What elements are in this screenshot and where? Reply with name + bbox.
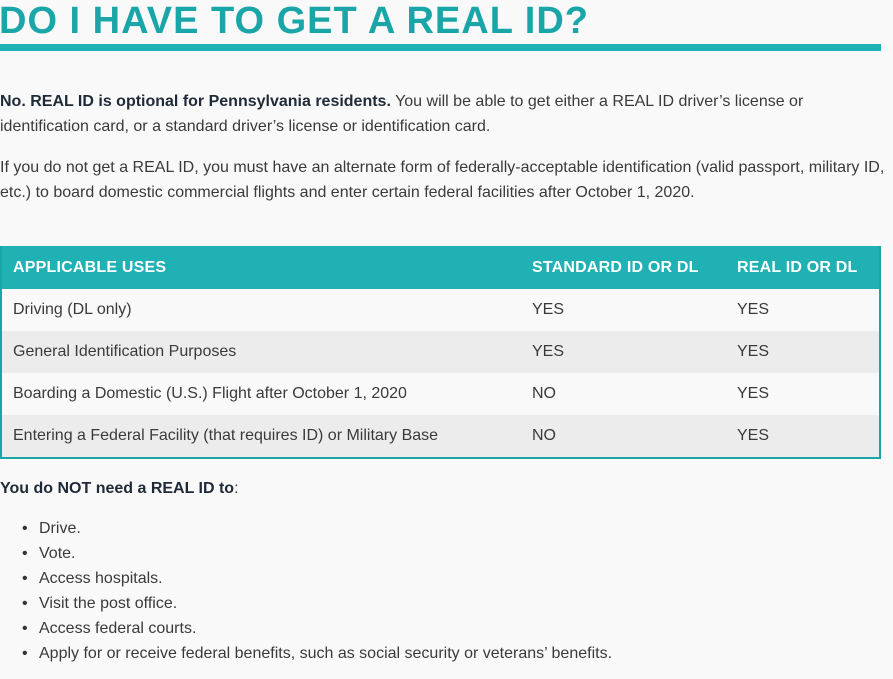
use-cell: General Identification Purposes (13, 343, 237, 360)
not-needed-list: • Drive. • Vote. • Access hospitals. • Visit… (0, 516, 612, 666)
list-item: • Access hospitals. (0, 566, 612, 591)
not-needed-bold-text: You do NOT need a REAL ID to (0, 480, 235, 497)
applicable-uses-table: APPLICABLE USES STANDARD ID OR DL REAL I… (0, 246, 881, 459)
intro-paragraph: No. REAL ID is optional for Pennsylvania… (0, 89, 885, 139)
use-cell: Entering a Federal Facility (that requir… (13, 427, 439, 444)
real-id-cell: YES (737, 427, 770, 444)
not-needed-colon: : (234, 480, 239, 497)
real-id-cell: YES (737, 301, 770, 318)
header-applicable-uses: APPLICABLE USES (13, 258, 167, 276)
list-item-text: Apply for or receive federal benefits, s… (39, 645, 613, 662)
standard-id-cell: YES (532, 301, 565, 318)
intro-text: You will be able to get either a REAL ID… (0, 93, 804, 135)
list-item: • Vote. (0, 541, 612, 566)
standard-id-cell: NO (532, 427, 556, 444)
bullet-icon: • (22, 520, 28, 537)
header-standard-id: STANDARD ID OR DL (532, 258, 699, 276)
list-item-text: Drive. (39, 520, 81, 537)
standard-id-cell: NO (532, 385, 556, 402)
bullet-icon: • (22, 595, 28, 612)
alternate-id-paragraph: If you do not get a REAL ID, you must ha… (0, 159, 885, 201)
not-needed-lead: You do NOT need a REAL ID to: (0, 476, 239, 501)
real-id-cell: YES (737, 343, 770, 360)
table-row: Driving (DL only) YES YES (2, 289, 879, 331)
bullet-icon: • (22, 645, 28, 662)
table-header-row: APPLICABLE USES STANDARD ID OR DL REAL I… (2, 246, 879, 289)
real-id-cell: YES (737, 385, 770, 402)
header-real-id: REAL ID OR DL (737, 258, 858, 276)
list-item-text: Access hospitals. (39, 570, 163, 587)
list-item: • Apply for or receive federal benefits, … (0, 641, 612, 666)
bullet-icon: • (22, 620, 28, 637)
page-title: DO I HAVE TO GET A REAL ID? (0, 0, 590, 42)
list-item-text: Vote. (39, 545, 76, 562)
bullet-icon: • (22, 545, 28, 562)
use-cell: Boarding a Domestic (U.S.) Flight after … (13, 385, 407, 402)
list-item: • Drive. (0, 516, 612, 541)
table-row: General Identification Purposes YES YES (2, 331, 879, 373)
title-underline (0, 44, 881, 51)
list-item-text: Access federal courts. (39, 620, 197, 637)
list-item: • Visit the post office. (0, 591, 612, 616)
use-cell: Driving (DL only) (13, 301, 132, 318)
standard-id-cell: YES (532, 343, 565, 360)
intro-bold-text: No. REAL ID is optional for Pennsylvania… (0, 93, 391, 110)
list-item-text: Visit the post office. (39, 595, 178, 612)
table-row: Boarding a Domestic (U.S.) Flight after … (2, 373, 879, 415)
list-item: • Access federal courts. (0, 616, 612, 641)
table-row: Entering a Federal Facility (that requir… (2, 415, 879, 457)
bullet-icon: • (22, 570, 28, 587)
